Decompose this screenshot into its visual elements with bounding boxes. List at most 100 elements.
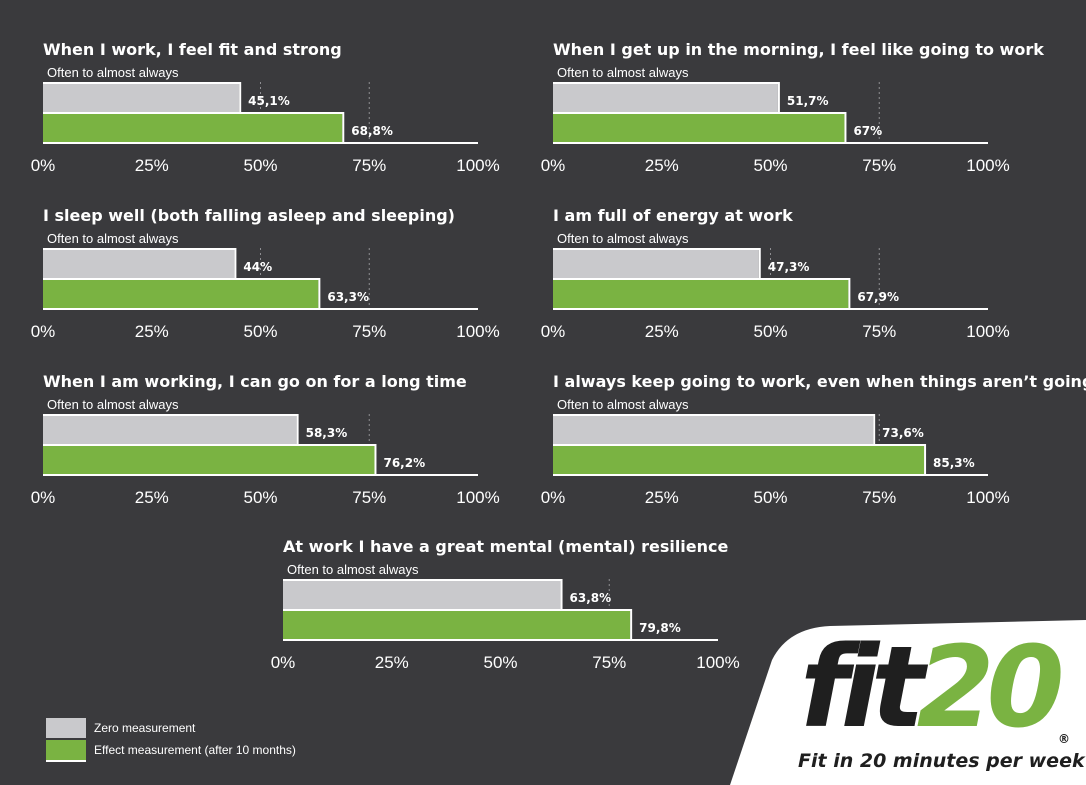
x-tick-label: 100% xyxy=(456,156,499,175)
logo-background-shape xyxy=(730,620,1086,785)
bar-chart-svg: 44% 63,3% 0% 25% 50% 75% 100% xyxy=(31,248,500,341)
x-tick-label: 50% xyxy=(243,322,277,341)
chart-subtitle: Often to almost always xyxy=(557,65,689,80)
x-tick-label: 25% xyxy=(135,322,169,341)
bar-effect xyxy=(553,112,845,142)
x-tick-label: 50% xyxy=(243,156,277,175)
x-tick-label: 25% xyxy=(135,156,169,175)
bar-chart-svg: 73,6% 85,3% 0% 25% 50% 75% 100% xyxy=(541,414,1010,507)
x-tick-label: 25% xyxy=(135,488,169,507)
logo-fit-text: fit xyxy=(800,623,925,753)
chart-subtitle: Often to almost always xyxy=(47,397,179,412)
chart-panel-4: I am full of energy at work Often to almo… xyxy=(541,206,1023,341)
bar-zero xyxy=(43,414,297,444)
bar-effect xyxy=(43,112,343,142)
bar-value-label-effect: 85,3% xyxy=(933,456,975,470)
bar-chart-svg: 51,7% 67% 0% 25% 50% 75% 100% xyxy=(541,82,1010,175)
bar-value-label-zero: 63,8% xyxy=(570,591,612,605)
bar-effect xyxy=(43,278,319,308)
legend-swatch-zero xyxy=(46,718,86,738)
x-tick-label: 0% xyxy=(31,488,56,507)
x-tick-label: 0% xyxy=(271,653,296,672)
x-tick-label: 25% xyxy=(645,488,679,507)
x-tick-label: 75% xyxy=(862,156,896,175)
x-tick-label: 0% xyxy=(541,488,566,507)
x-tick-label: 50% xyxy=(483,653,517,672)
bar-zero xyxy=(553,248,759,278)
bar-zero xyxy=(283,579,561,609)
x-tick-label: 75% xyxy=(862,322,896,341)
chart-title: I always keep going to work, even when t… xyxy=(553,372,1086,391)
bar-zero xyxy=(43,82,240,112)
bar-value-label-zero: 44% xyxy=(243,260,272,274)
x-tick-label: 75% xyxy=(592,653,626,672)
chart-subtitle: Often to almost always xyxy=(47,231,179,246)
bar-value-label-effect: 67,9% xyxy=(857,290,899,304)
x-tick-label: 25% xyxy=(645,322,679,341)
logo-wordmark: fit20 xyxy=(800,632,1065,744)
x-tick-label: 100% xyxy=(966,156,1009,175)
x-tick-label: 25% xyxy=(645,156,679,175)
chart-panel-6: I always keep going to work, even when t… xyxy=(541,372,1086,507)
x-tick-label: 100% xyxy=(456,322,499,341)
bar-value-label-effect: 63,3% xyxy=(327,290,369,304)
chart-title: I sleep well (both falling asleep and sl… xyxy=(43,206,455,225)
bar-effect xyxy=(43,444,375,474)
x-tick-label: 75% xyxy=(352,488,386,507)
chart-title: When I am working, I can go on for a lon… xyxy=(43,372,467,391)
x-tick-label: 75% xyxy=(352,322,386,341)
chart-panel-2: When I get up in the morning, I feel lik… xyxy=(541,40,1044,175)
legend-label-effect: Effect measurement (after 10 months) xyxy=(94,743,296,757)
legend-swatch-effect xyxy=(46,740,86,762)
bar-effect xyxy=(553,278,849,308)
bar-zero xyxy=(553,414,874,444)
chart-panel-3: I sleep well (both falling asleep and sl… xyxy=(31,206,513,341)
chart-subtitle: Often to almost always xyxy=(287,562,419,577)
bar-value-label-effect: 76,2% xyxy=(383,456,425,470)
chart-title: When I work, I feel fit and strong xyxy=(43,40,342,59)
bar-value-label-zero: 45,1% xyxy=(248,94,290,108)
chart-panel-1: When I work, I feel fit and strong Often … xyxy=(31,40,513,175)
chart-subtitle: Often to almost always xyxy=(557,397,689,412)
x-tick-label: 0% xyxy=(31,322,56,341)
fit20-logo: fit20 ® Fit in 20 minutes per week xyxy=(730,620,1086,785)
bar-value-label-zero: 51,7% xyxy=(787,94,829,108)
bar-value-label-zero: 58,3% xyxy=(306,426,348,440)
bar-chart-svg: 63,8% 79,8% 0% 25% 50% 75% 100% xyxy=(271,579,740,672)
x-tick-label: 75% xyxy=(352,156,386,175)
chart-title: I am full of energy at work xyxy=(553,206,793,225)
bar-value-label-zero: 73,6% xyxy=(882,426,924,440)
legend-label-zero: Zero measurement xyxy=(94,721,196,735)
bar-chart-svg: 45,1% 68,8% 0% 25% 50% 75% 100% xyxy=(31,82,500,175)
x-tick-label: 0% xyxy=(541,322,566,341)
bar-value-label-effect: 79,8% xyxy=(639,621,681,635)
chart-title: At work I have a great mental (mental) r… xyxy=(283,537,729,556)
bar-effect xyxy=(553,444,925,474)
x-tick-label: 50% xyxy=(753,156,787,175)
chart-title: When I get up in the morning, I feel lik… xyxy=(553,40,1044,59)
bar-zero xyxy=(43,248,235,278)
x-tick-label: 0% xyxy=(541,156,566,175)
chart-panel-7: At work I have a great mental (mental) r… xyxy=(271,537,753,672)
x-tick-label: 50% xyxy=(753,488,787,507)
bar-value-label-effect: 68,8% xyxy=(351,124,393,138)
chart-subtitle: Often to almost always xyxy=(557,231,689,246)
bar-chart-svg: 58,3% 76,2% 0% 25% 50% 75% 100% xyxy=(31,414,500,507)
logo-20-text: 20 xyxy=(916,623,1065,753)
chart-subtitle: Often to almost always xyxy=(47,65,179,80)
bar-value-label-zero: 47,3% xyxy=(768,260,810,274)
bar-value-label-effect: 67% xyxy=(853,124,882,138)
chart-panel-5: When I am working, I can go on for a lon… xyxy=(31,372,513,507)
x-tick-label: 25% xyxy=(375,653,409,672)
x-tick-label: 100% xyxy=(966,322,1009,341)
x-tick-label: 50% xyxy=(243,488,277,507)
x-tick-label: 50% xyxy=(753,322,787,341)
logo-registered-mark: ® xyxy=(1058,732,1070,746)
bar-chart-svg: 47,3% 67,9% 0% 25% 50% 75% 100% xyxy=(541,248,1010,341)
x-tick-label: 100% xyxy=(696,653,739,672)
bar-effect xyxy=(283,609,631,639)
bar-zero xyxy=(553,82,778,112)
x-tick-label: 100% xyxy=(966,488,1009,507)
x-tick-label: 0% xyxy=(31,156,56,175)
